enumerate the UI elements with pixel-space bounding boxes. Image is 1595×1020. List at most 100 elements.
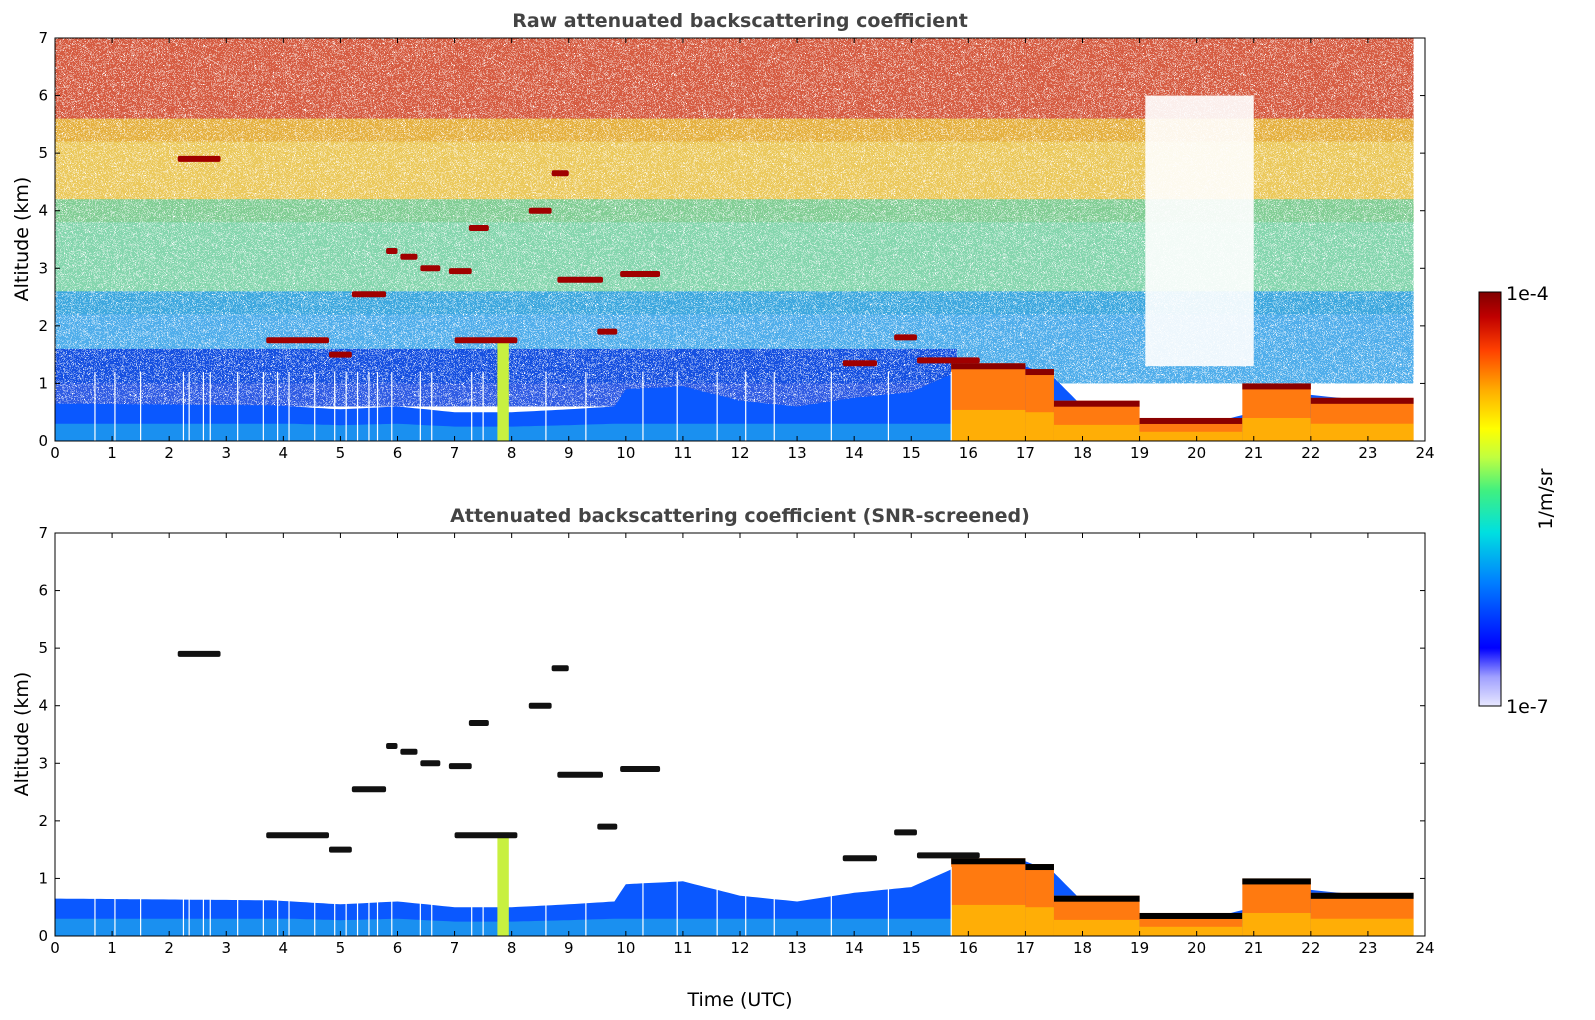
x-tick-label: 1 bbox=[107, 444, 117, 462]
colorbar-gradient bbox=[1478, 291, 1502, 707]
x-tick-label: 12 bbox=[730, 444, 749, 462]
colorbar-unit-label: 1/m/sr bbox=[1535, 468, 1557, 529]
colorbar: 1e-4 1e-7 1/m/sr bbox=[1478, 283, 1557, 718]
x-tick-label: 9 bbox=[564, 444, 574, 462]
y-tick-label: 3 bbox=[38, 259, 48, 277]
x-tick-label: 20 bbox=[1187, 444, 1206, 462]
y-tick-label: 1 bbox=[38, 869, 48, 887]
x-tick-label: 4 bbox=[279, 444, 289, 462]
y-tick-label: 6 bbox=[38, 582, 48, 600]
axes: 0 1 2 3 4 5 6 7 8 9 10 11 12 13 14 15 16 17 18 19 20 21 22 23 24… bbox=[38, 29, 1434, 462]
y-tick-label: 2 bbox=[38, 812, 48, 830]
x-tick-label: 22 bbox=[1301, 939, 1320, 957]
x-tick-label: 23 bbox=[1358, 939, 1377, 957]
raw-backscatter-panel: Raw attenuated backscattering coefficien… bbox=[11, 10, 1435, 462]
cloud-segment bbox=[351, 786, 387, 793]
band-core bbox=[1310, 423, 1414, 441]
x-tick-label: 17 bbox=[1016, 939, 1035, 957]
x-tick-label: 23 bbox=[1358, 444, 1377, 462]
y-axis-label: Altitude (km) bbox=[11, 177, 33, 302]
cloud-segment bbox=[351, 291, 387, 298]
y-tick-label: 2 bbox=[38, 317, 48, 335]
band-core bbox=[1139, 431, 1243, 441]
x-tick-label: 12 bbox=[730, 939, 749, 957]
cloud-segment bbox=[916, 852, 980, 859]
cloud-segment bbox=[266, 337, 329, 344]
x-tick-label: 11 bbox=[673, 939, 692, 957]
x-tick-label: 21 bbox=[1244, 444, 1263, 462]
cloud-segment bbox=[468, 719, 489, 726]
band-top-edge bbox=[1310, 892, 1414, 899]
band-core bbox=[1242, 912, 1311, 936]
y-tick-label: 1 bbox=[38, 374, 48, 392]
colorbar-min-label: 1e-7 bbox=[1506, 696, 1549, 718]
x-tick-label: 2 bbox=[164, 939, 174, 957]
colorbar-max-label: 1e-4 bbox=[1506, 283, 1549, 305]
cloud-segment bbox=[551, 170, 569, 177]
x-tick-label: 13 bbox=[788, 444, 807, 462]
x-tick-label: 22 bbox=[1301, 444, 1320, 462]
y-tick-label: 0 bbox=[38, 927, 48, 945]
x-tick-label: 0 bbox=[50, 444, 60, 462]
y-tick-label: 6 bbox=[38, 87, 48, 105]
band-top-edge bbox=[1242, 383, 1311, 390]
x-tick-label: 16 bbox=[959, 444, 978, 462]
cloud-segment bbox=[420, 760, 441, 767]
x-tick-label: 24 bbox=[1415, 444, 1434, 462]
panel-title: Raw attenuated backscattering coefficien… bbox=[512, 10, 968, 32]
band-top-edge bbox=[1053, 400, 1140, 407]
band-core bbox=[1139, 926, 1243, 936]
x-tick-label: 10 bbox=[616, 939, 635, 957]
y-tick-label: 3 bbox=[38, 754, 48, 772]
x-tick-label: 19 bbox=[1130, 444, 1149, 462]
cloud-segment bbox=[597, 328, 618, 335]
cloud-segment bbox=[894, 334, 917, 341]
cloud-segment bbox=[597, 823, 618, 830]
clear-region bbox=[1145, 95, 1254, 367]
x-tick-label: 6 bbox=[393, 939, 403, 957]
x-tick-label: 1 bbox=[107, 939, 117, 957]
x-tick-label: 15 bbox=[902, 939, 921, 957]
cloud-segment bbox=[329, 846, 352, 853]
band-core bbox=[1025, 907, 1054, 936]
plot-frame bbox=[54, 532, 1426, 937]
band-core bbox=[951, 409, 1026, 441]
cloud-segment bbox=[448, 268, 472, 275]
x-tick-label: 3 bbox=[221, 939, 231, 957]
band-top-edge bbox=[1310, 397, 1414, 404]
y-tick-label: 4 bbox=[38, 697, 48, 715]
x-tick-label: 7 bbox=[450, 939, 460, 957]
cloud-segment bbox=[266, 832, 329, 839]
x-tick-label: 0 bbox=[50, 939, 60, 957]
cloud-segment bbox=[842, 855, 877, 862]
x-tick-label: 2 bbox=[164, 444, 174, 462]
x-tick-label: 9 bbox=[564, 939, 574, 957]
x-tick-label: 24 bbox=[1415, 939, 1434, 957]
x-tick-label: 13 bbox=[788, 939, 807, 957]
x-tick-label: 16 bbox=[959, 939, 978, 957]
cloud-segment bbox=[400, 253, 418, 260]
cloud-segment bbox=[454, 832, 518, 839]
plume bbox=[497, 337, 509, 441]
x-tick-label: 11 bbox=[673, 444, 692, 462]
band-core bbox=[1242, 417, 1311, 441]
cloud-segment bbox=[557, 771, 603, 778]
x-tick-label: 19 bbox=[1130, 939, 1149, 957]
cloud-segment bbox=[916, 357, 980, 364]
y-tick-label: 5 bbox=[38, 144, 48, 162]
cloud-segment bbox=[448, 763, 472, 770]
x-tick-label: 18 bbox=[1073, 444, 1092, 462]
cloud-segment bbox=[400, 748, 418, 755]
cloud-segment bbox=[386, 248, 398, 255]
x-tick-label: 8 bbox=[507, 444, 517, 462]
y-tick-label: 7 bbox=[38, 29, 48, 47]
band-core bbox=[1025, 412, 1054, 441]
cloud-segment bbox=[620, 766, 661, 773]
band-top-edge bbox=[1025, 864, 1054, 871]
cloud-segment bbox=[386, 743, 398, 750]
band-core bbox=[951, 904, 1026, 936]
band-top-edge bbox=[1025, 369, 1054, 376]
x-tick-label: 7 bbox=[450, 444, 460, 462]
y-tick-label: 0 bbox=[38, 432, 48, 450]
